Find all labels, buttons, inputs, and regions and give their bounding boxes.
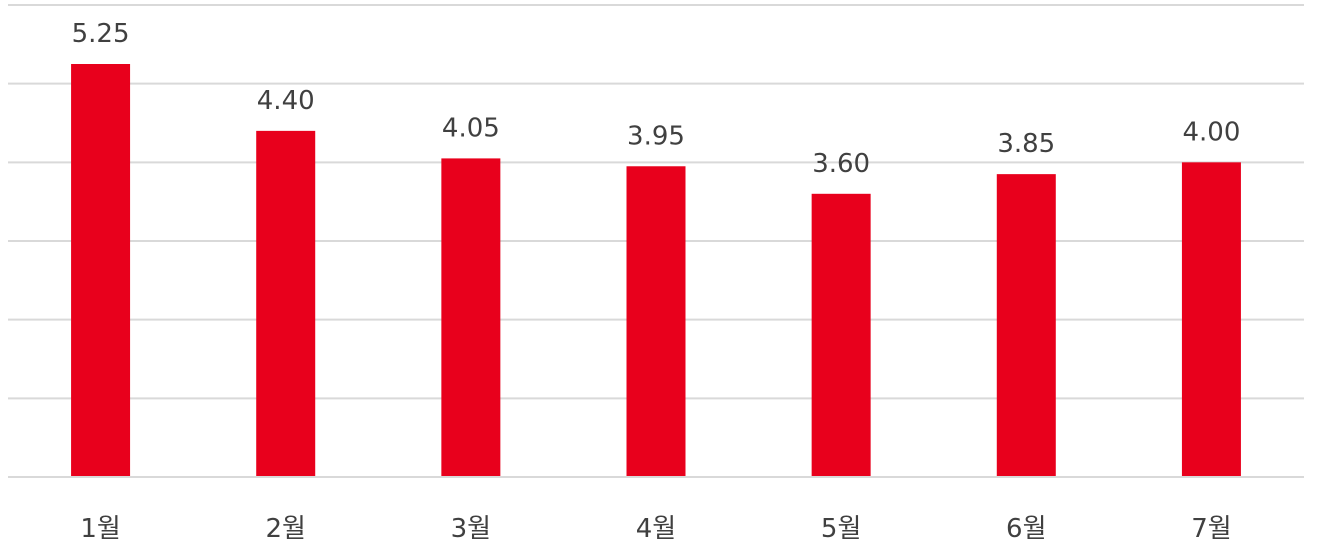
category-label: 2월 bbox=[265, 514, 305, 544]
bar-value-label: 4.40 bbox=[257, 86, 315, 116]
bar bbox=[811, 193, 871, 478]
category-label: 3월 bbox=[451, 514, 491, 544]
bar bbox=[441, 158, 501, 477]
bar-value-label: 3.95 bbox=[627, 121, 685, 151]
bar bbox=[996, 174, 1056, 477]
category-labels: 1월 2월 3월 4월 5월 6월 7월 bbox=[80, 514, 1231, 544]
bar bbox=[256, 130, 316, 477]
bar-value-label: 5.25 bbox=[72, 19, 130, 49]
category-label: 5월 bbox=[821, 514, 861, 544]
value-labels: 5.25 4.40 4.05 3.95 3.60 3.85 4.00 bbox=[72, 19, 1241, 179]
bar-value-label: 3.60 bbox=[812, 149, 870, 179]
category-label: 7월 bbox=[1191, 514, 1231, 544]
category-label: 4월 bbox=[636, 514, 676, 544]
bar-value-label: 4.00 bbox=[1182, 117, 1240, 147]
bar bbox=[1181, 162, 1241, 478]
bar bbox=[626, 166, 686, 477]
bar-value-label: 3.85 bbox=[997, 129, 1055, 159]
category-label: 6월 bbox=[1006, 514, 1046, 544]
bars bbox=[71, 64, 1241, 478]
bar-value-label: 4.05 bbox=[442, 113, 500, 143]
category-label: 1월 bbox=[80, 514, 120, 544]
bar bbox=[71, 64, 131, 477]
